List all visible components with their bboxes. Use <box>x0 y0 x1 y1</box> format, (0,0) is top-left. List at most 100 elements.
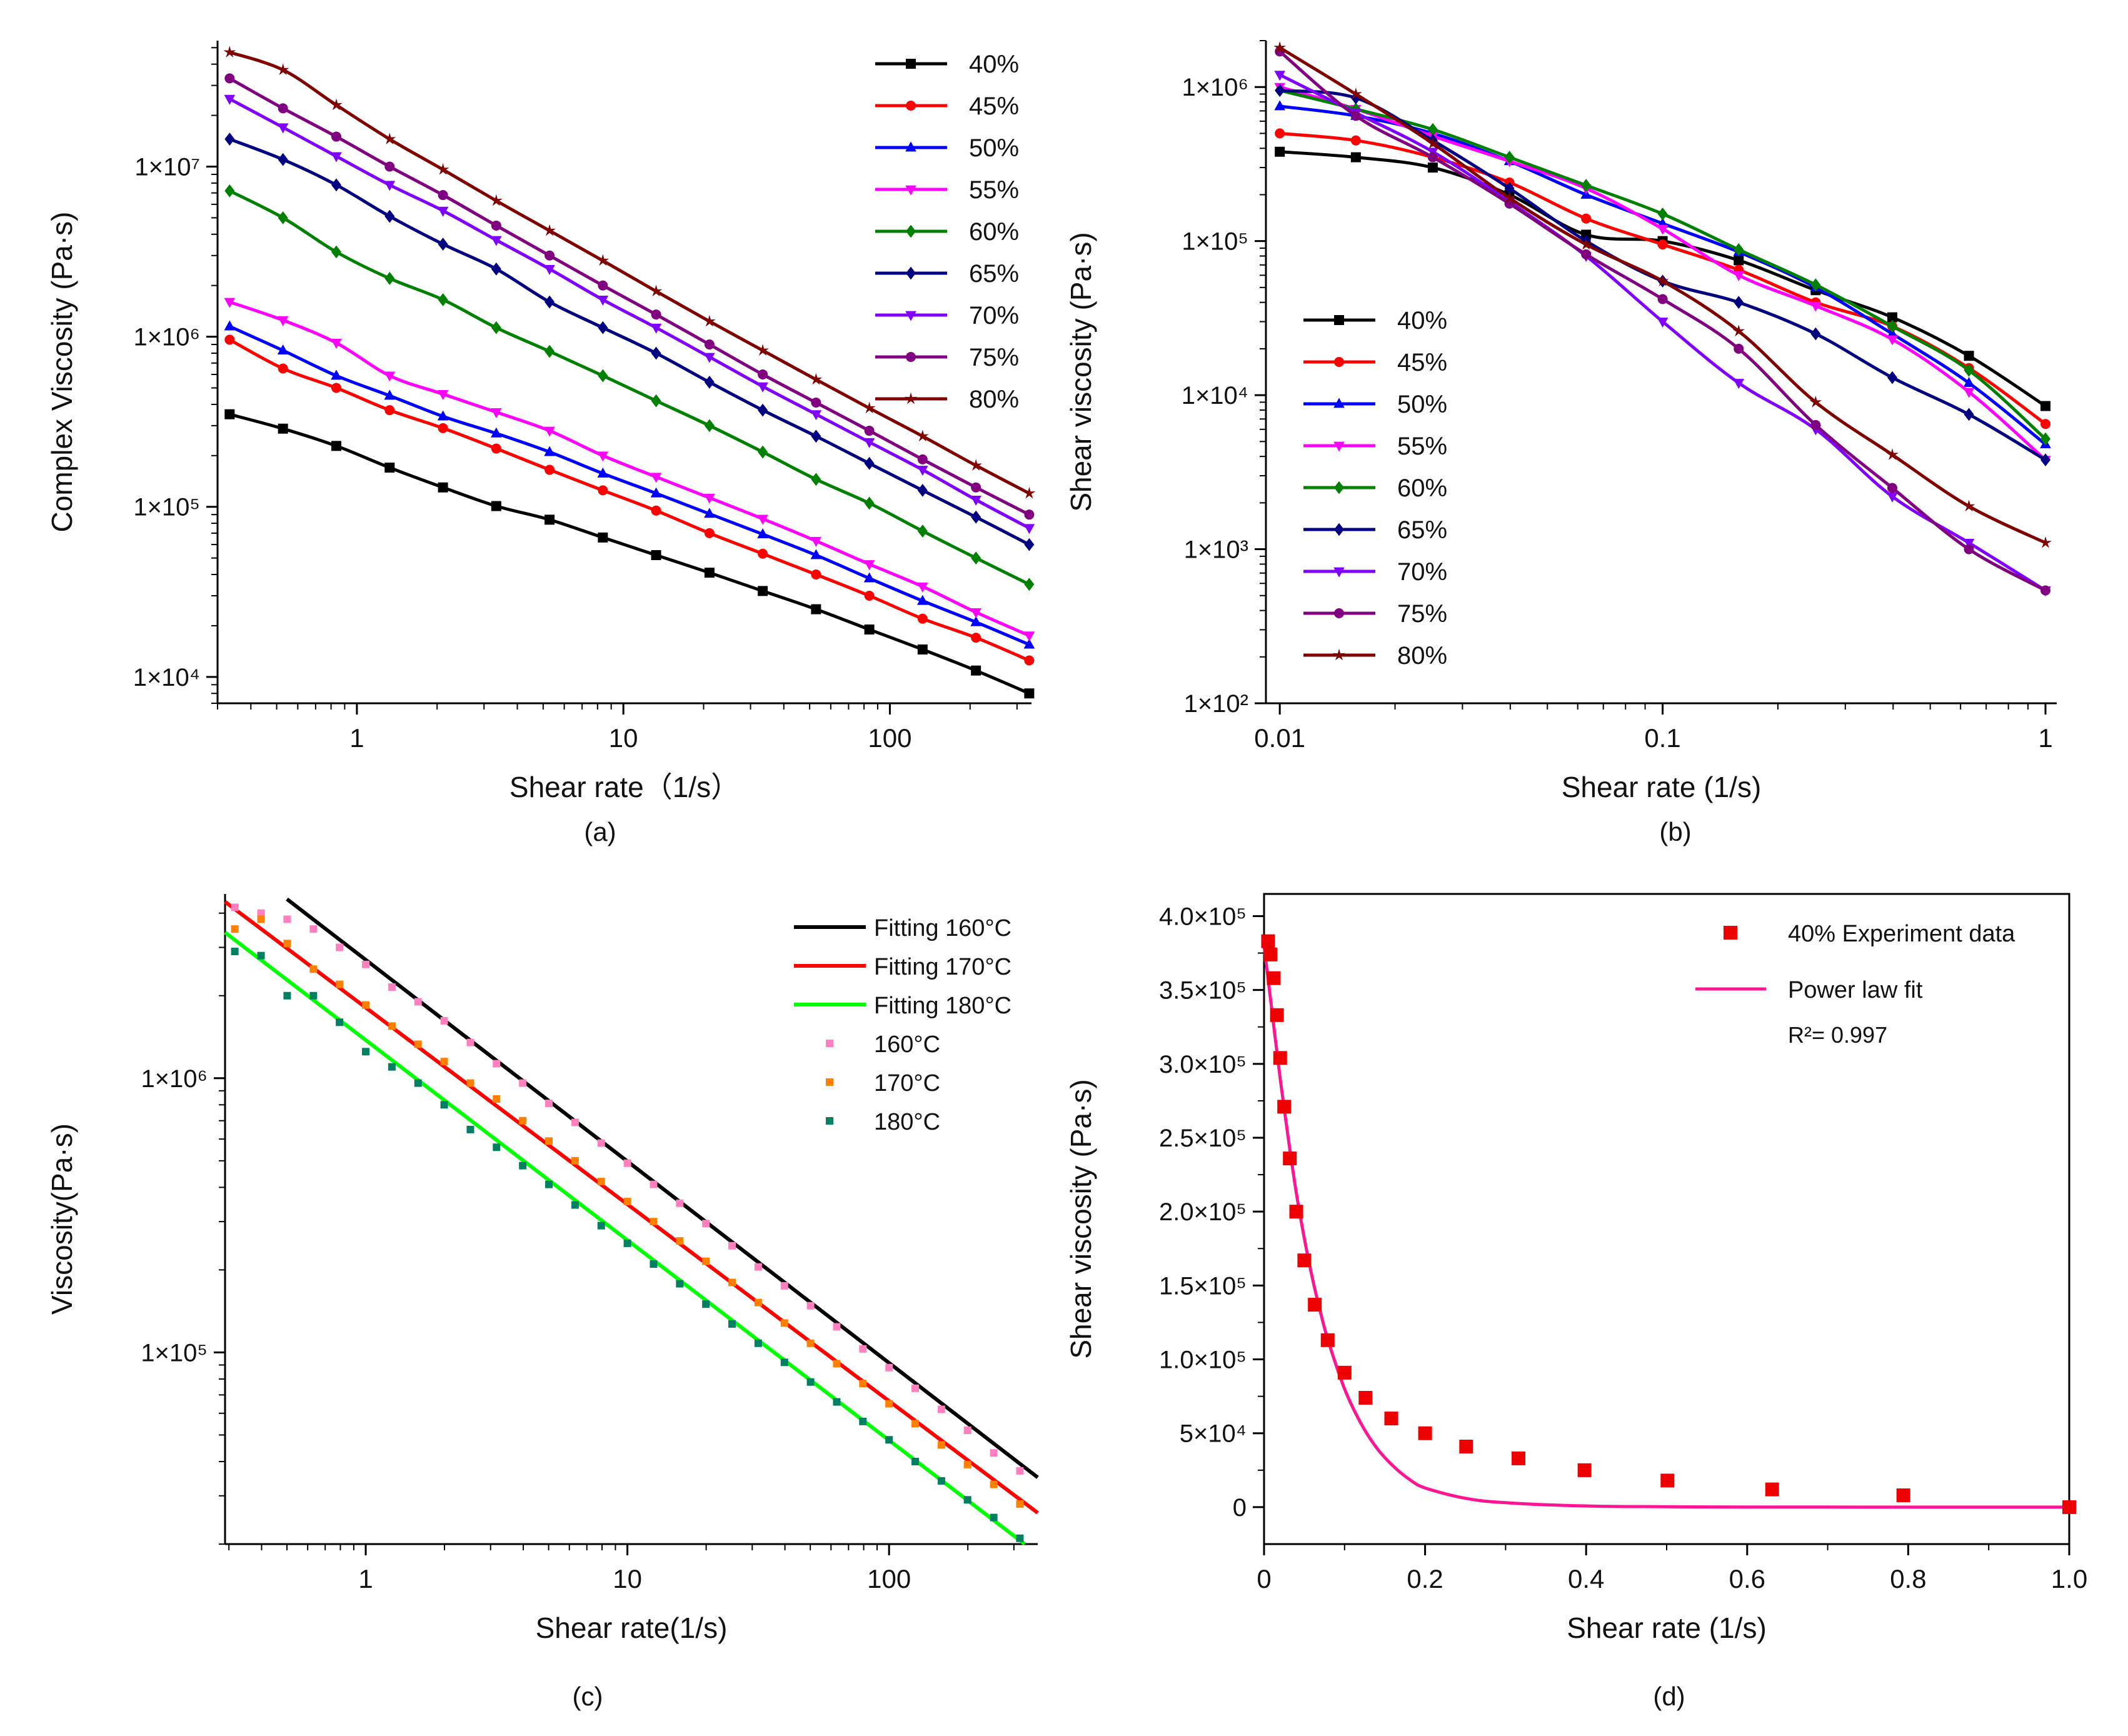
data-point <box>864 426 875 436</box>
data-point <box>571 1156 579 1165</box>
legend-marker <box>1334 315 1344 325</box>
data-point <box>491 236 502 246</box>
data-point <box>864 496 875 510</box>
data-point <box>438 190 448 201</box>
data-point <box>519 1079 527 1087</box>
legend-label: 65% <box>1397 516 1447 544</box>
series-line <box>229 338 1030 662</box>
x-tick-label: 0.6 <box>1729 1564 1765 1593</box>
data-point <box>1962 499 1975 512</box>
data-point <box>937 1441 945 1449</box>
data-point <box>780 1282 788 1290</box>
y-tick-label: 1×10⁶ <box>1182 74 1248 101</box>
data-point <box>937 1477 945 1485</box>
legend-marker <box>905 185 916 196</box>
data-point <box>438 423 448 433</box>
data-point <box>437 410 449 421</box>
x-tick-label: 10 <box>613 1564 642 1593</box>
data-point <box>651 394 661 408</box>
data-point <box>597 451 609 462</box>
data-point <box>1023 631 1035 642</box>
data-point <box>1657 294 1668 304</box>
panel-b-chart: 0.01 0.1 1 1×10² 1×10³ 1×10⁴ 1×10⁵ 1×10⁶ Shear r… <box>1065 40 2057 803</box>
data-point <box>651 346 661 360</box>
panel-c-chart: 1 10 100 1×10⁵ 1×10⁶ Shear rate(1/s) Viscosity… <box>46 894 1039 1644</box>
legend-label: 75% <box>1397 600 1447 628</box>
data-point <box>758 403 768 417</box>
legend-label: 160°C <box>874 1031 940 1058</box>
data-point <box>1024 538 1035 551</box>
data-point <box>1964 408 1974 421</box>
data-point <box>911 1420 920 1428</box>
data-point <box>224 94 236 105</box>
legend-marker <box>1334 481 1344 494</box>
data-point <box>1337 1365 1352 1380</box>
data-point <box>650 284 663 297</box>
data-point <box>754 1298 762 1307</box>
data-point <box>224 184 235 198</box>
data-point <box>1273 41 1287 53</box>
data-point <box>544 264 555 275</box>
data-point <box>810 410 822 421</box>
data-point <box>388 1022 396 1030</box>
x-tick-label: 100 <box>868 723 911 753</box>
data-point <box>277 316 289 326</box>
data-point <box>597 296 609 306</box>
y-tick-label: 1×10³ <box>1184 536 1248 564</box>
data-point <box>1810 301 1822 312</box>
data-point <box>1896 1488 1910 1502</box>
data-point <box>704 376 715 389</box>
data-point <box>545 250 555 261</box>
data-point <box>598 321 608 334</box>
data-point <box>331 152 342 163</box>
data-point <box>650 473 662 483</box>
y-tick-label: 5×10⁴ <box>1180 1420 1247 1448</box>
legend-marker <box>1724 926 1737 940</box>
data-point <box>257 915 265 923</box>
data-point <box>704 568 715 578</box>
x-tick-label: 0.01 <box>1254 723 1305 753</box>
data-point <box>754 1339 762 1347</box>
series-line <box>229 97 1030 529</box>
legend-label: Fitting 160°C <box>874 915 1011 941</box>
data-point <box>545 1180 553 1188</box>
series-line <box>229 413 1030 695</box>
panel-c-label: (c) <box>573 1682 603 1711</box>
data-point <box>1887 312 1897 323</box>
y-tick-label: 0 <box>1233 1494 1247 1522</box>
legend-label: Fitting 180°C <box>874 993 1011 1019</box>
data-point <box>863 572 875 583</box>
data-point <box>676 1237 684 1245</box>
y-tick-label: 2.0×10⁵ <box>1159 1198 1247 1226</box>
legend-marker <box>906 352 916 362</box>
data-point <box>2040 419 2051 429</box>
data-point <box>970 496 981 506</box>
legend-marker <box>1334 523 1344 536</box>
data-point <box>1016 1467 1024 1475</box>
data-point <box>811 569 821 580</box>
data-point <box>491 408 502 418</box>
data-point <box>309 965 318 973</box>
data-point <box>911 1384 920 1392</box>
data-point <box>1427 123 1438 136</box>
data-point <box>1733 379 1745 389</box>
data-point <box>1887 335 1898 346</box>
data-point <box>489 194 503 206</box>
data-point <box>1964 363 1974 377</box>
data-point <box>1733 271 1745 281</box>
data-point <box>971 665 981 676</box>
data-point <box>336 943 344 951</box>
data-point <box>598 280 608 291</box>
data-point <box>702 1257 710 1265</box>
legend-label: 65% <box>969 260 1019 288</box>
data-point <box>1810 327 1821 341</box>
data-point <box>623 1159 631 1167</box>
data-point <box>491 501 501 511</box>
legend-label: 40% Experiment data <box>1788 921 2015 947</box>
data-point <box>704 493 715 504</box>
legend-marker <box>906 224 916 238</box>
data-point <box>1308 1298 1322 1312</box>
series-line <box>229 77 1030 516</box>
data-point <box>2040 585 2051 596</box>
x-tick-label: 1.0 <box>2051 1564 2087 1593</box>
